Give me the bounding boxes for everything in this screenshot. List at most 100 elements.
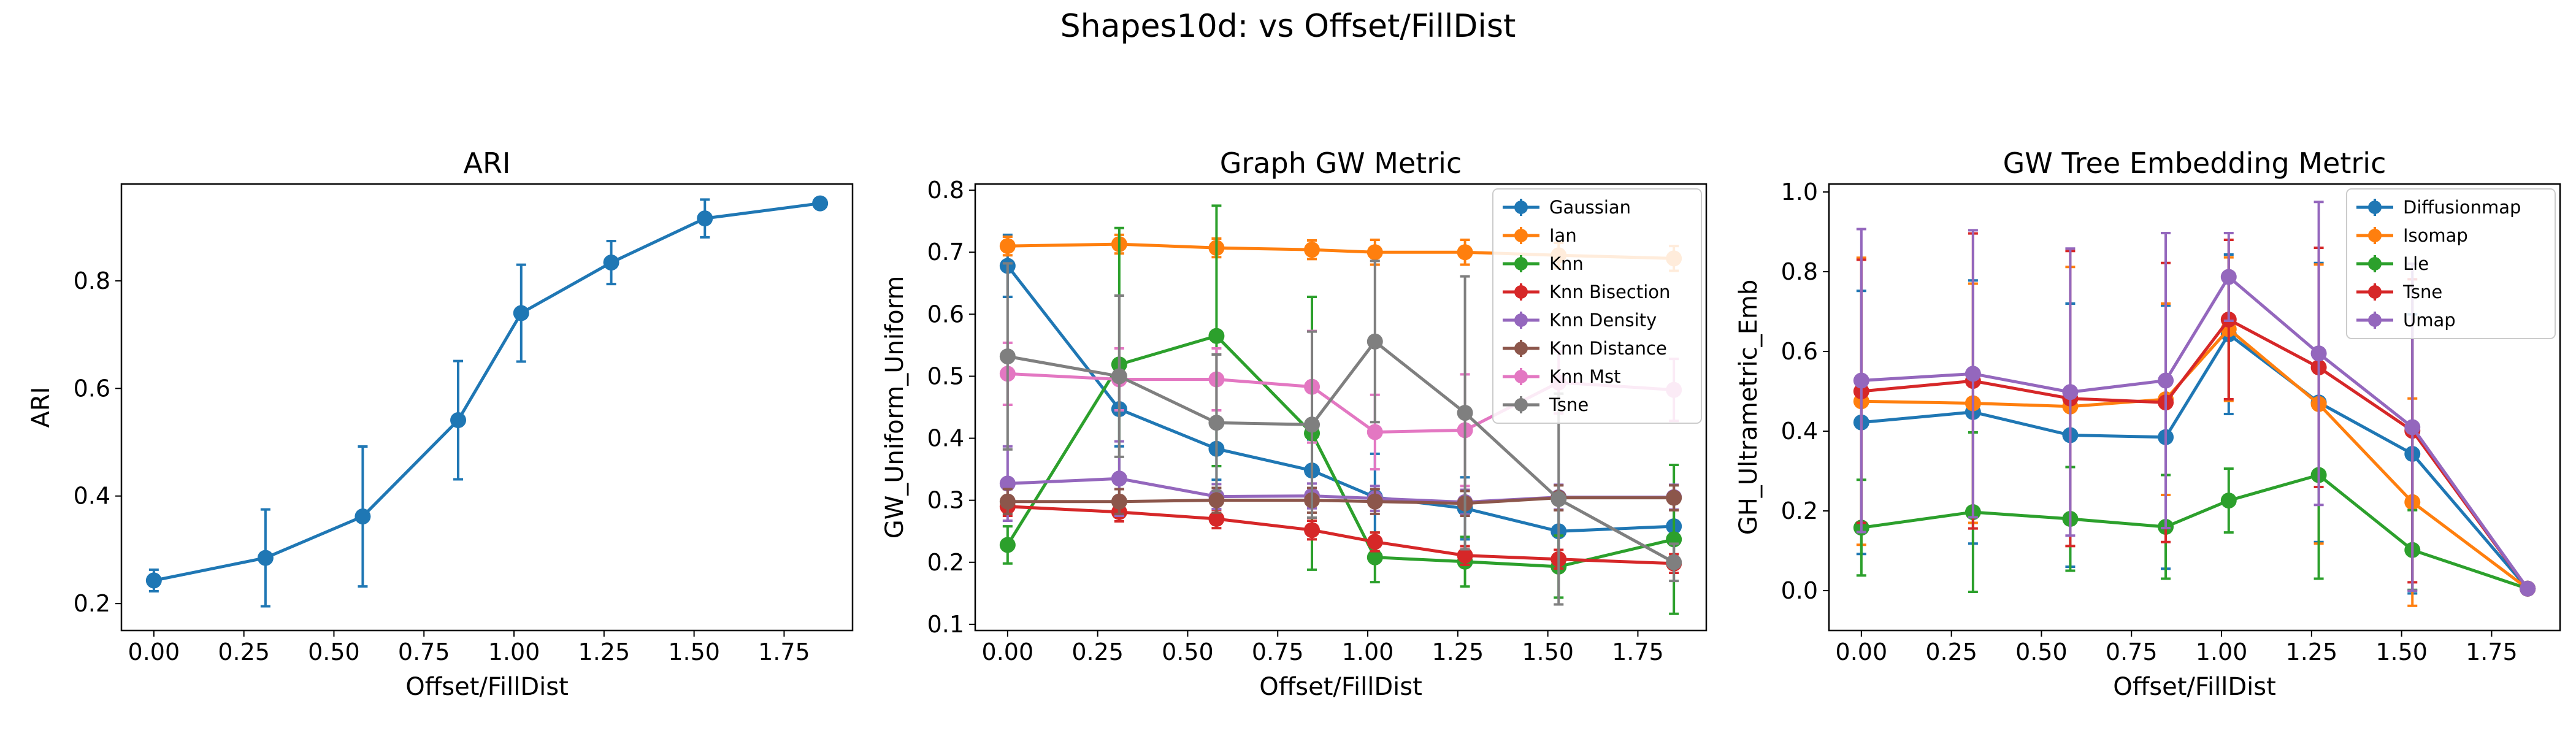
y-axis-label: GW_Uniform_Uniform (881, 276, 909, 539)
data-point (999, 537, 1016, 553)
x-tick-label: 1.25 (578, 638, 631, 665)
y-tick-label: 0.6 (927, 301, 964, 328)
data-point (697, 210, 713, 227)
data-point (513, 305, 529, 321)
series-line (153, 202, 821, 582)
data-point (1367, 244, 1383, 261)
data-point (1208, 492, 1225, 508)
legend-label: Ian (1549, 225, 1577, 246)
data-point (2220, 269, 2237, 285)
legend-swatch-marker (2368, 257, 2382, 270)
data-point (603, 255, 619, 271)
legend-label: Tsne (2402, 282, 2442, 302)
x-tick-label: 1.75 (758, 638, 810, 665)
chart-panel-2: Graph GW Metric 0.00 0.25 0.50 0.75 1.00 1.25 1… (881, 147, 1708, 701)
y-tick-label: 0.2 (74, 590, 110, 617)
series-knn-bisection (999, 496, 1682, 574)
legend-label: Gaussian (1549, 197, 1631, 218)
figure-title: Shapes10d: vs Offset/FillDist (1060, 8, 1516, 45)
x-tick-label: 1.50 (668, 638, 720, 665)
data-point (999, 475, 1016, 492)
legend-swatch-marker (1514, 398, 1528, 412)
legend-label: Knn Distance (1549, 338, 1667, 359)
x-axis-label: Offset/FillDist (405, 673, 569, 701)
x-tick-label: 0.25 (1925, 638, 1977, 665)
axes-frame (974, 183, 1708, 632)
series-line (1006, 334, 1674, 569)
x-tick-label: 1.50 (1522, 638, 1574, 665)
data-point (812, 195, 829, 212)
data-point (2520, 580, 2536, 597)
x-tick-label: 0.00 (1836, 638, 1888, 665)
x-tick-label: 1.75 (2466, 638, 2518, 665)
data-point (1367, 333, 1383, 350)
y-tick-label: 0.2 (927, 549, 964, 576)
y-tick-label: 0.0 (1781, 577, 1818, 604)
data-point (1965, 366, 1981, 382)
series-lle (1853, 370, 2536, 597)
legend: Diffusionmap Isomap Lle Tsne Umap (2346, 188, 2556, 339)
data-point (1367, 549, 1383, 565)
legend-label: Lle (2403, 253, 2429, 274)
data-point (355, 508, 371, 525)
series-line (1861, 332, 2529, 590)
x-tick-label: 0.75 (1252, 638, 1304, 665)
legend-swatch-marker (1514, 257, 1528, 270)
x-tick-label: 0.00 (128, 638, 180, 665)
data-point (1208, 328, 1225, 344)
chart-panel-3: GW Tree Embedding Metric 0.00 0.25 0.50 0.75… (1735, 147, 2561, 701)
data-point (1367, 534, 1383, 550)
data-point (999, 348, 1016, 365)
data-point (2158, 372, 2174, 389)
x-axis-label: Offset/FillDist (2113, 673, 2276, 701)
data-point (2310, 345, 2327, 362)
x-tick-label: 0.25 (218, 638, 270, 665)
y-tick-label: 0.6 (1781, 338, 1818, 365)
y-tick-label: 0.8 (74, 267, 110, 294)
data-point (1367, 493, 1383, 510)
x-tick-label: 1.25 (1432, 638, 1484, 665)
data-point (1853, 372, 1869, 389)
panel-title: ARI (464, 147, 511, 180)
data-point (1304, 242, 1321, 258)
x-tick-label: 1.00 (2196, 638, 2248, 665)
series-1 (145, 195, 829, 608)
series-line (1007, 496, 1674, 505)
legend-swatch-marker (2368, 229, 2382, 242)
data-point (1367, 424, 1383, 440)
legend: Gaussian Ian Knn Knn Bisection Knn Density Kn… (1492, 188, 1702, 424)
x-tick-label: 0.50 (1162, 638, 1214, 665)
x-tick-label: 1.50 (2375, 638, 2428, 665)
data-point (1457, 405, 1473, 421)
y-tick-label: 0.8 (1781, 258, 1818, 285)
panel-title: GW Tree Embedding Metric (2003, 147, 2386, 180)
x-tick-label: 0.50 (308, 638, 360, 665)
legend-swatch-marker (1514, 229, 1528, 242)
data-point (2220, 493, 2237, 509)
x-tick-label: 1.00 (488, 638, 540, 665)
legend-box (1492, 188, 1702, 424)
legend-swatch-marker (1514, 342, 1528, 355)
data-point (2062, 384, 2079, 401)
data-point (1111, 493, 1127, 510)
data-point (1111, 368, 1127, 385)
y-tick-label: 1.0 (1781, 178, 1818, 205)
data-point (999, 238, 1016, 255)
series-line (1861, 318, 2529, 590)
legend-label: Diffusionmap (2403, 197, 2521, 218)
y-tick-label: 0.1 (927, 611, 964, 638)
y-tick-label: 0.7 (927, 239, 964, 266)
data-point (145, 572, 162, 589)
y-axis-label: GH_Ultrametric_Emb (1735, 280, 1763, 535)
data-point (450, 412, 467, 429)
legend-label: Knn Density (1549, 310, 1657, 331)
legend-box (2346, 188, 2556, 339)
series-tsne (999, 259, 1682, 606)
panel-title: Graph GW Metric (1220, 147, 1462, 180)
axes-frame (120, 183, 854, 632)
legend-label: Tsne (1549, 394, 1589, 415)
y-tick-label: 0.3 (927, 487, 964, 514)
legend-label: Knn Mst (1549, 366, 1621, 387)
data-point (999, 493, 1016, 510)
